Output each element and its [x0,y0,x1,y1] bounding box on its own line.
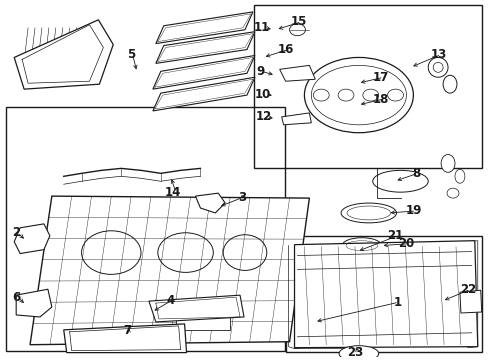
Ellipse shape [454,169,464,183]
Text: 12: 12 [255,111,272,123]
Ellipse shape [427,58,447,77]
Polygon shape [156,32,254,63]
Polygon shape [294,241,477,348]
Text: 2: 2 [12,226,20,239]
Polygon shape [63,324,186,352]
Ellipse shape [387,89,403,101]
Ellipse shape [115,332,131,346]
Ellipse shape [342,238,381,253]
Ellipse shape [337,89,353,101]
Polygon shape [153,77,254,111]
Polygon shape [14,224,50,253]
Text: 6: 6 [12,291,20,303]
Ellipse shape [372,170,427,192]
Ellipse shape [446,188,458,198]
Polygon shape [459,290,481,313]
Text: 8: 8 [411,167,420,180]
Polygon shape [153,55,254,89]
Polygon shape [149,295,244,322]
Text: 5: 5 [127,48,135,61]
Text: 9: 9 [255,65,264,78]
Ellipse shape [289,24,305,36]
Text: 10: 10 [254,87,270,100]
Text: 14: 14 [164,186,181,199]
Ellipse shape [440,154,454,172]
Ellipse shape [338,346,378,360]
Text: 21: 21 [386,229,402,242]
Ellipse shape [93,332,109,346]
Text: 7: 7 [123,324,131,337]
Ellipse shape [442,75,456,93]
Text: 22: 22 [459,283,475,296]
Ellipse shape [432,62,442,72]
Polygon shape [156,12,252,44]
Ellipse shape [340,203,396,223]
Bar [6,107,284,351]
Text: 15: 15 [290,15,306,28]
Text: 13: 13 [429,48,446,61]
Text: 18: 18 [372,93,388,105]
Text: 4: 4 [166,294,175,307]
Text: 17: 17 [372,71,388,84]
Text: 11: 11 [253,21,269,34]
Ellipse shape [362,89,378,101]
Polygon shape [195,193,225,213]
Text: 20: 20 [398,237,414,250]
Text: 16: 16 [277,43,293,56]
Polygon shape [279,66,315,81]
Ellipse shape [313,89,328,101]
Text: 3: 3 [238,190,245,204]
Ellipse shape [137,332,153,346]
Bar [285,236,481,352]
Bar [175,302,230,330]
Text: 23: 23 [346,346,363,359]
Ellipse shape [72,332,87,346]
Bar [253,5,481,168]
Ellipse shape [304,58,412,133]
Polygon shape [14,20,113,89]
Text: 1: 1 [393,296,401,309]
Text: 19: 19 [405,204,421,217]
Polygon shape [16,289,52,317]
Polygon shape [30,196,309,345]
Polygon shape [281,113,311,125]
